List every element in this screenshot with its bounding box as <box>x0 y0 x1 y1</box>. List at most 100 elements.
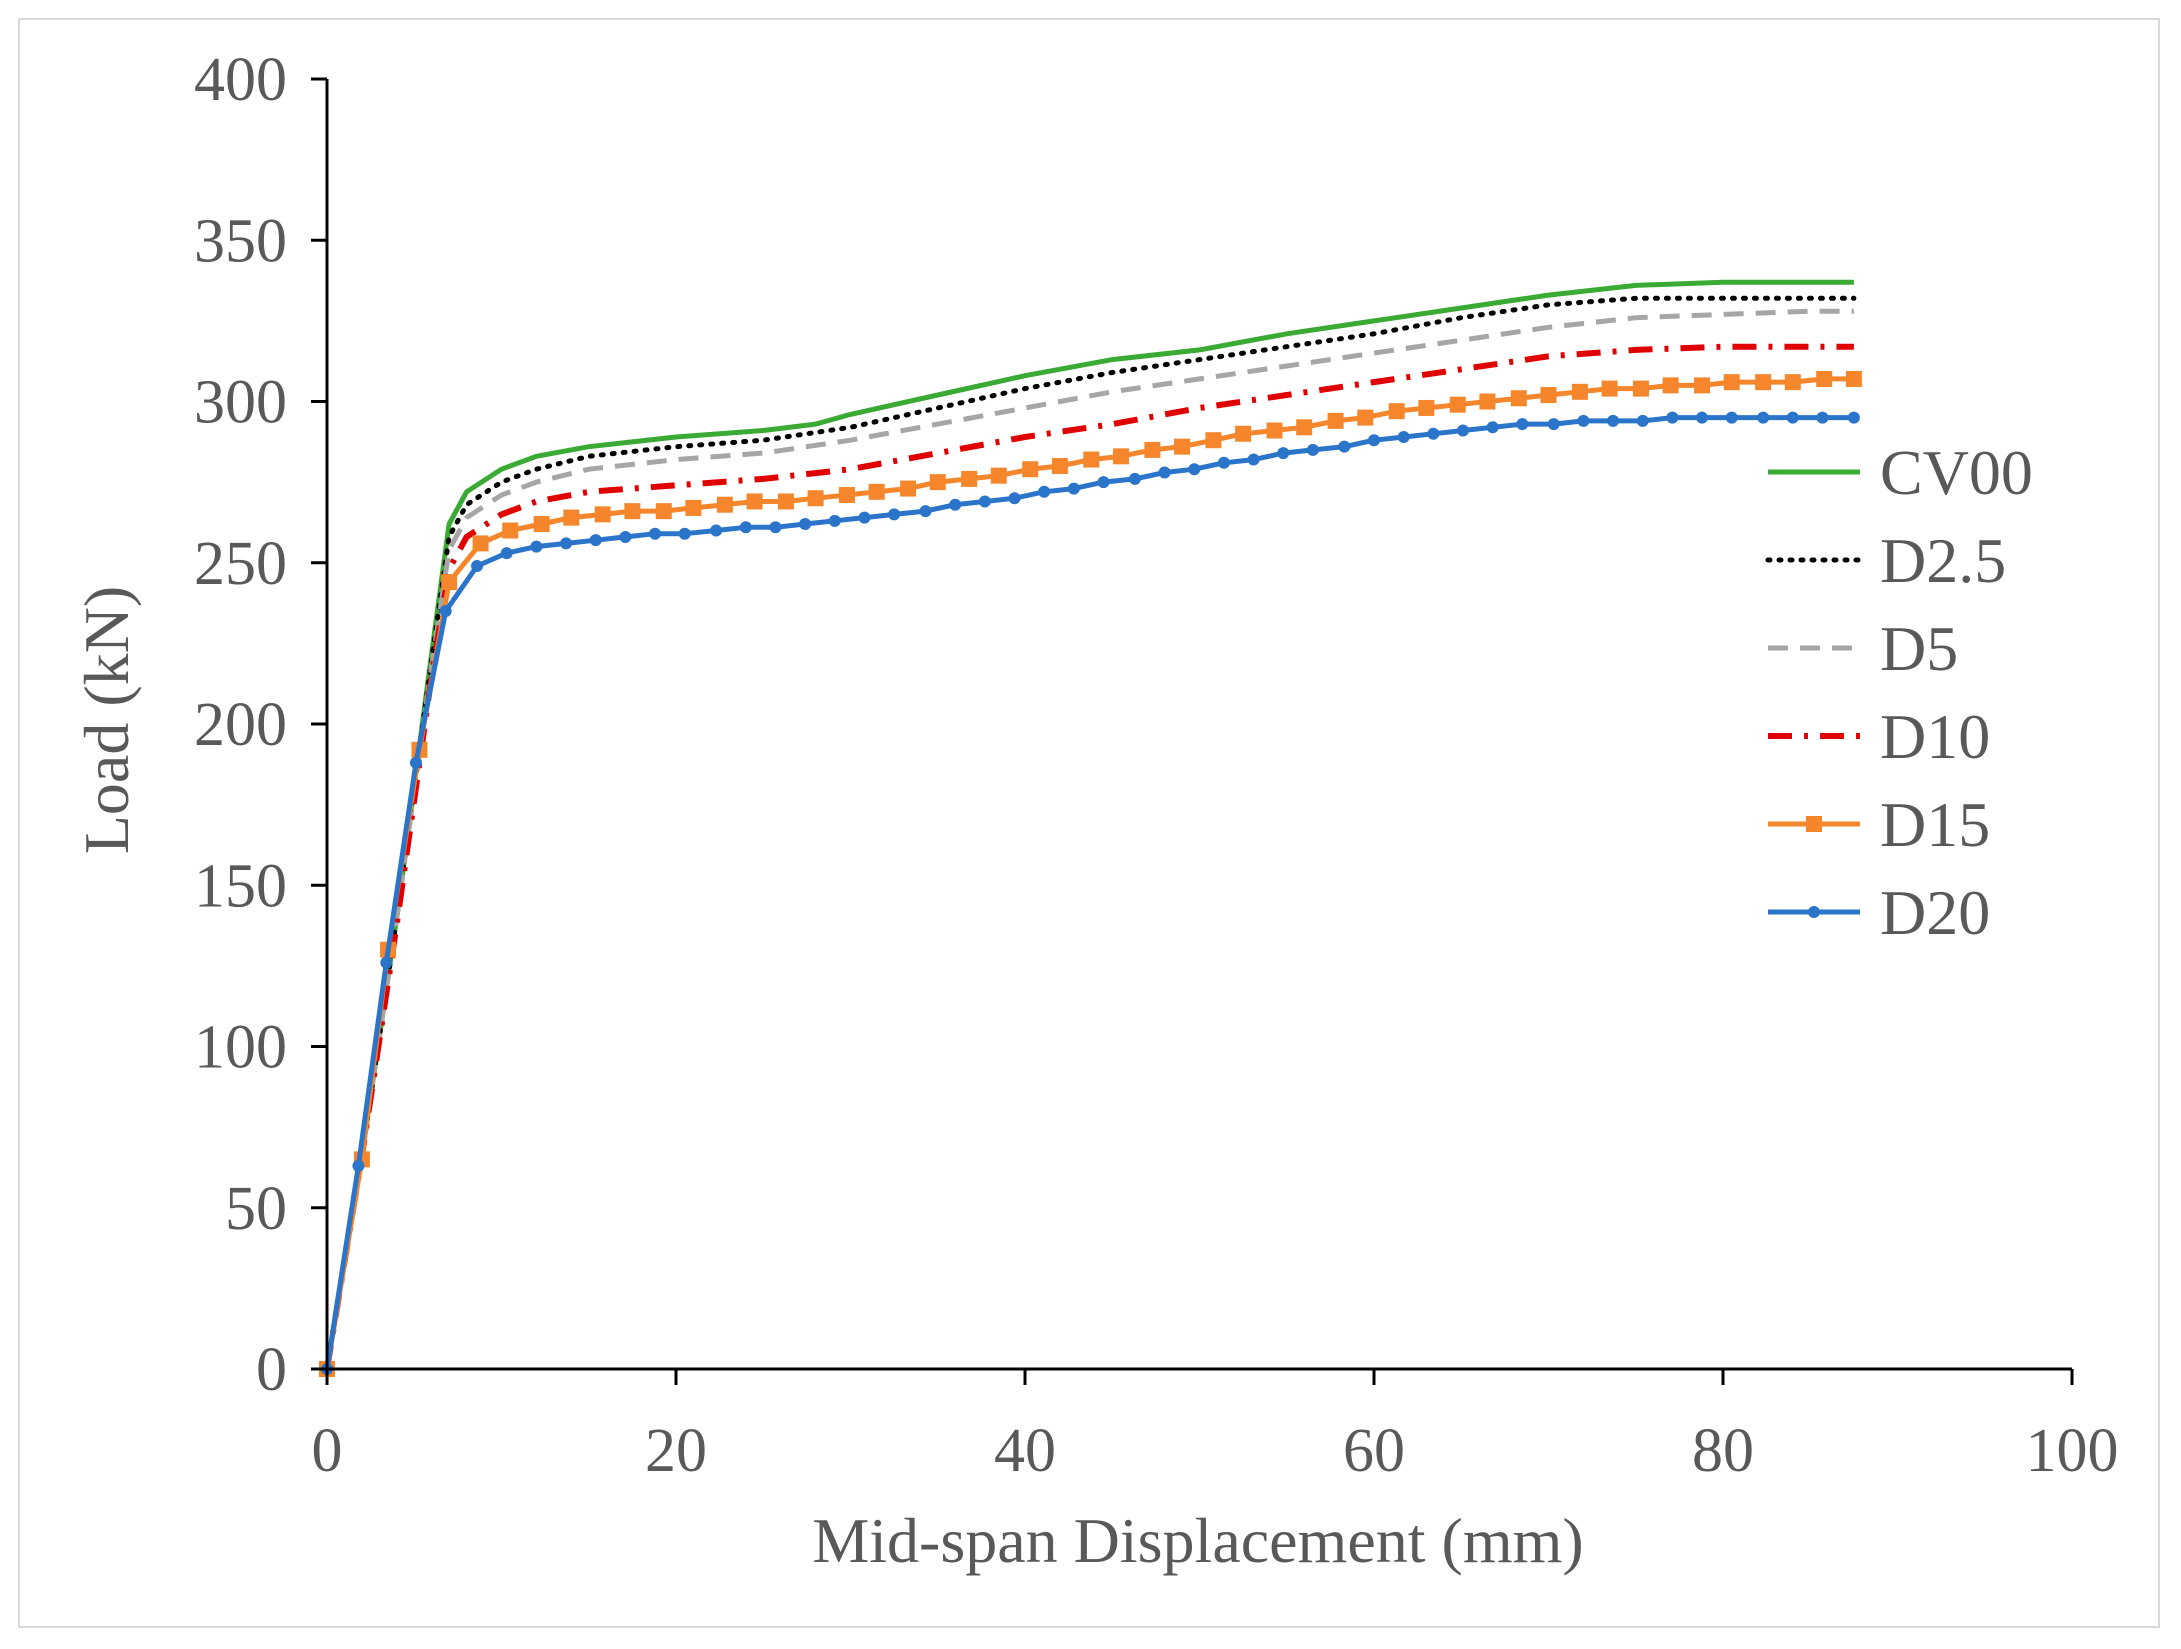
data-point <box>919 505 932 518</box>
series-d5 <box>324 308 1854 1370</box>
data-point <box>530 540 543 553</box>
y-tick-label: 50 <box>225 1175 287 1243</box>
data-point <box>1577 414 1590 427</box>
data-point <box>1397 430 1410 443</box>
data-point <box>624 503 641 520</box>
data-point <box>1296 419 1313 436</box>
series-d15 <box>319 370 1862 1377</box>
data-point <box>1266 422 1283 439</box>
series-layer <box>319 279 1862 1377</box>
data-point <box>1607 414 1620 427</box>
series-line <box>324 415 1854 1370</box>
data-point <box>990 467 1007 484</box>
data-point <box>1205 432 1222 449</box>
data-point <box>716 496 733 513</box>
y-tick-label: 150 <box>194 852 287 920</box>
data-point <box>1128 472 1141 485</box>
legend-label: D5 <box>1880 613 1958 684</box>
data-point <box>1247 453 1260 466</box>
y-axis-title: Load (kN) <box>71 586 142 854</box>
data-point <box>1723 374 1740 391</box>
data-point <box>1067 482 1080 495</box>
data-point <box>1338 440 1351 453</box>
data-point <box>746 493 763 510</box>
legend-marker <box>1808 906 1820 918</box>
data-point <box>839 487 856 504</box>
data-point <box>1449 396 1466 413</box>
data-point <box>380 956 393 969</box>
data-point <box>1571 383 1588 400</box>
legend-label: D20 <box>1880 877 1990 948</box>
x-tick-label: 0 <box>312 1417 343 1485</box>
legend-label: D10 <box>1880 701 1990 772</box>
data-point <box>1158 466 1171 479</box>
data-point <box>1816 411 1829 424</box>
data-point <box>1112 448 1129 465</box>
series-line <box>324 343 1854 1370</box>
data-point <box>1456 424 1469 437</box>
data-point <box>1144 441 1161 458</box>
data-point <box>1327 412 1344 429</box>
data-point <box>1357 409 1374 426</box>
series-line <box>324 279 1854 1370</box>
axes-layer: 0 50 100 150 200 250 300 350 400 0 20 40 60 80 100 <box>194 46 2119 1485</box>
data-point <box>1755 374 1772 391</box>
data-point <box>1540 387 1557 404</box>
legend-item: D15 <box>1768 789 1990 860</box>
data-point <box>1666 411 1679 424</box>
data-point <box>1388 403 1405 420</box>
data-point <box>1696 411 1709 424</box>
data-point <box>1235 425 1252 442</box>
data-point <box>1547 418 1560 431</box>
y-tick-label: 200 <box>194 691 287 759</box>
data-point <box>1097 476 1110 489</box>
data-point <box>1662 377 1679 394</box>
data-point <box>441 574 458 591</box>
legend-item: D5 <box>1768 613 1958 684</box>
data-point <box>858 511 871 524</box>
legend-marker <box>1806 816 1822 832</box>
series-line <box>324 308 1854 1370</box>
data-point <box>1601 380 1618 397</box>
data-point <box>1757 411 1770 424</box>
data-point <box>900 480 917 497</box>
data-point <box>888 508 901 521</box>
x-tick-label: 20 <box>645 1417 707 1485</box>
data-point <box>472 535 489 552</box>
data-point <box>1632 380 1649 397</box>
data-point <box>868 483 885 500</box>
data-point <box>619 530 632 543</box>
data-point <box>739 521 752 534</box>
data-point <box>594 506 611 523</box>
data-point <box>1277 447 1290 460</box>
data-point <box>769 521 782 534</box>
data-point <box>500 547 513 560</box>
data-point <box>409 756 422 769</box>
data-point <box>533 516 550 533</box>
series-line <box>324 376 1854 1370</box>
data-point <box>1636 414 1649 427</box>
series-d2-5 <box>324 295 1857 1372</box>
data-point <box>1847 411 1860 424</box>
data-point <box>961 470 978 487</box>
legend-item: D2.5 <box>1765 525 2006 596</box>
data-point <box>685 499 702 516</box>
legend-item: D20 <box>1768 877 1990 948</box>
x-tick-label: 100 <box>2026 1417 2119 1485</box>
data-point <box>1306 443 1319 456</box>
data-point <box>1418 399 1435 416</box>
x-tick-label: 40 <box>994 1417 1056 1485</box>
data-point <box>502 522 519 539</box>
y-tick-label: 0 <box>256 1336 287 1404</box>
legend-label: D2.5 <box>1880 525 2006 596</box>
y-tick-label: 400 <box>194 46 287 114</box>
data-point <box>1008 492 1021 505</box>
data-point <box>1816 370 1833 387</box>
data-point <box>1427 427 1440 440</box>
x-tick-label: 60 <box>1343 1417 1405 1485</box>
data-point <box>978 495 991 508</box>
series-line <box>324 295 1857 1372</box>
data-point <box>1051 458 1068 474</box>
data-point <box>807 490 824 507</box>
data-point <box>1368 434 1380 447</box>
